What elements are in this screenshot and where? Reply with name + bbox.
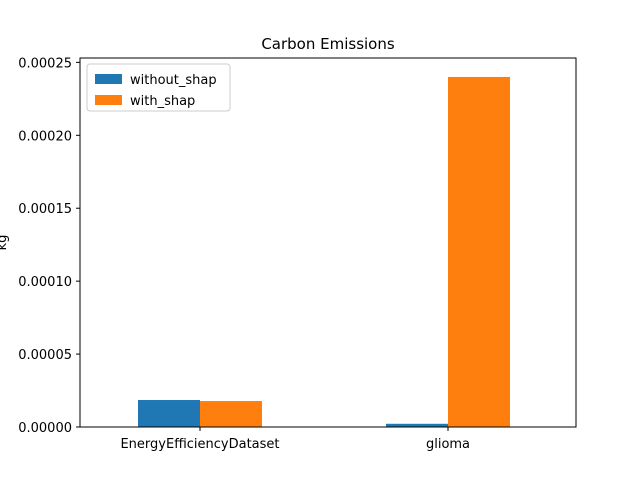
y-axis-label: kg: [0, 235, 10, 251]
y-tick-label: 0.00015: [18, 202, 72, 217]
legend: without_shap with_shap: [86, 63, 231, 112]
plot-frame: [79, 57, 577, 428]
y-tick-label: 0.00025: [18, 56, 72, 71]
x-tick-label: EnergyEfficiencyDataset: [120, 437, 279, 452]
chart-title: Carbon Emissions: [261, 35, 395, 53]
legend-swatch-with_shap: [95, 95, 122, 105]
legend-label-with_shap: with_shap: [130, 94, 195, 109]
bar-with_shap-1: [448, 76, 510, 427]
legend-box: [86, 63, 231, 112]
y-tick-label: 0.00010: [18, 275, 72, 290]
y-tick-label: 0.00020: [18, 129, 72, 144]
bars-layer: [138, 76, 510, 427]
y-tick-label: 0.00000: [18, 421, 72, 436]
bar-with_shap-0: [200, 401, 262, 427]
x-tick-label: glioma: [426, 437, 470, 452]
legend-swatch-without_shap: [95, 74, 122, 84]
y-axis-ticks: 0.00000 0.00005 0.00010 0.00015 0.00020 0.000…: [18, 56, 80, 436]
bar-without_shap-0: [138, 400, 200, 427]
x-axis-ticks: EnergyEfficiencyDataset glioma: [120, 427, 470, 452]
y-tick-label: 0.00005: [18, 348, 72, 363]
legend-label-without_shap: without_shap: [130, 73, 217, 88]
bar-without_shap-1: [386, 423, 448, 427]
